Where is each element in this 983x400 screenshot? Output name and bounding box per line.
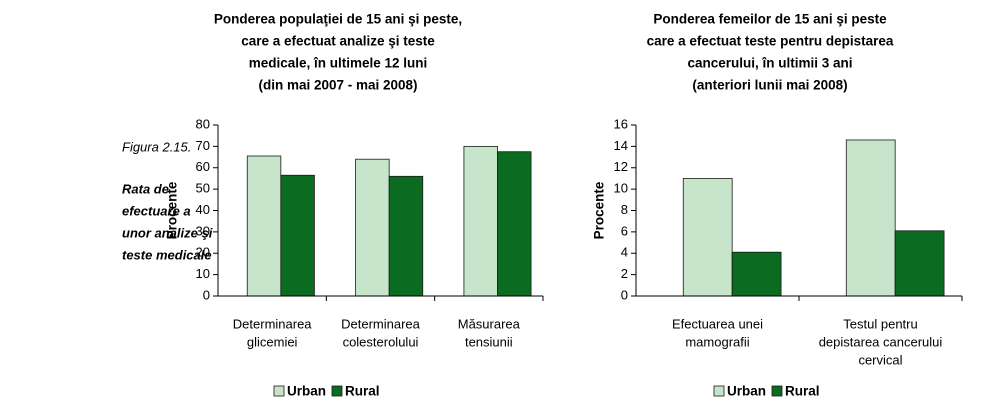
- x-tick-label: cervical: [858, 352, 902, 367]
- legend-swatch: [273, 385, 285, 397]
- y-tick-label: 80: [196, 116, 210, 131]
- x-tick-label: Efectuarea unei: [672, 316, 763, 331]
- x-tick-label: Determinarea: [233, 316, 313, 331]
- bar: [355, 158, 390, 297]
- chart-title: care a efectuat teste pentru depistarea: [647, 34, 894, 49]
- chart-title: (din mai 2007 - mai 2008): [258, 78, 417, 93]
- y-tick-label: 2: [621, 266, 628, 281]
- x-tick-label: tensiunii: [465, 334, 513, 349]
- y-tick-label: 4: [621, 245, 628, 260]
- y-tick-label: 0: [621, 287, 628, 302]
- x-tick-label: Testul pentru: [843, 316, 917, 331]
- y-tick-label: 60: [196, 159, 210, 174]
- x-tick-label: depistarea cancerului: [819, 334, 943, 349]
- chart-title: medicale, în ultimele 12 luni: [249, 56, 428, 71]
- chart-title: (anteriori lunii mai 2008): [692, 78, 847, 93]
- bar: [246, 155, 282, 297]
- figure-caption: efectuare a: [122, 203, 191, 218]
- figure-caption: unor analize şi: [122, 225, 213, 240]
- figure-caption: Rata de: [122, 181, 169, 196]
- y-tick-label: 10: [614, 181, 628, 196]
- legend-swatch: [331, 385, 343, 397]
- legend-label: Urban: [727, 384, 766, 399]
- x-tick-label: mamografii: [685, 334, 749, 349]
- x-tick-label: Determinarea: [341, 316, 421, 331]
- y-tick-label: 6: [621, 223, 628, 238]
- y-tick-label: 10: [196, 266, 210, 281]
- y-tick-label: 16: [614, 116, 628, 131]
- y-axis-label: Procente: [592, 181, 607, 239]
- y-tick-label: 12: [614, 159, 628, 174]
- bar: [682, 178, 733, 297]
- chart-title: cancerului, în ultimii 3 ani: [687, 56, 852, 71]
- y-tick-label: 30: [196, 223, 210, 238]
- bar: [497, 151, 532, 297]
- bar: [894, 230, 945, 297]
- y-tick-label: 40: [196, 202, 210, 217]
- bar: [388, 175, 424, 297]
- y-tick-label: 50: [196, 181, 210, 196]
- legend-label: Rural: [785, 384, 820, 399]
- x-tick-label: Măsurarea: [458, 316, 521, 331]
- legend-swatch: [713, 385, 725, 397]
- y-tick-label: 14: [614, 138, 628, 153]
- y-tick-label: 0: [203, 287, 210, 302]
- bar: [731, 251, 782, 297]
- chart-title: Ponderea femeilor de 15 ani şi peste: [653, 12, 887, 27]
- chart-title: care a efectuat analize şi teste: [241, 34, 435, 49]
- bar: [463, 145, 498, 297]
- y-tick-label: 20: [196, 245, 210, 260]
- legend-label: Rural: [345, 384, 380, 399]
- figure-caption: teste medicale: [122, 247, 212, 262]
- figure-label: Figura 2.15.: [122, 139, 191, 154]
- chart-title: Ponderea populaţiei de 15 ani şi peste,: [214, 12, 462, 27]
- bar: [845, 139, 896, 297]
- y-tick-label: 70: [196, 138, 210, 153]
- legend-label: Urban: [287, 384, 326, 399]
- y-axis-label: Procente: [165, 181, 180, 239]
- bar: [280, 174, 315, 297]
- legend-swatch: [771, 385, 783, 397]
- y-tick-label: 8: [621, 202, 628, 217]
- x-tick-label: colesterolului: [343, 334, 419, 349]
- x-tick-label: glicemiei: [247, 334, 298, 349]
